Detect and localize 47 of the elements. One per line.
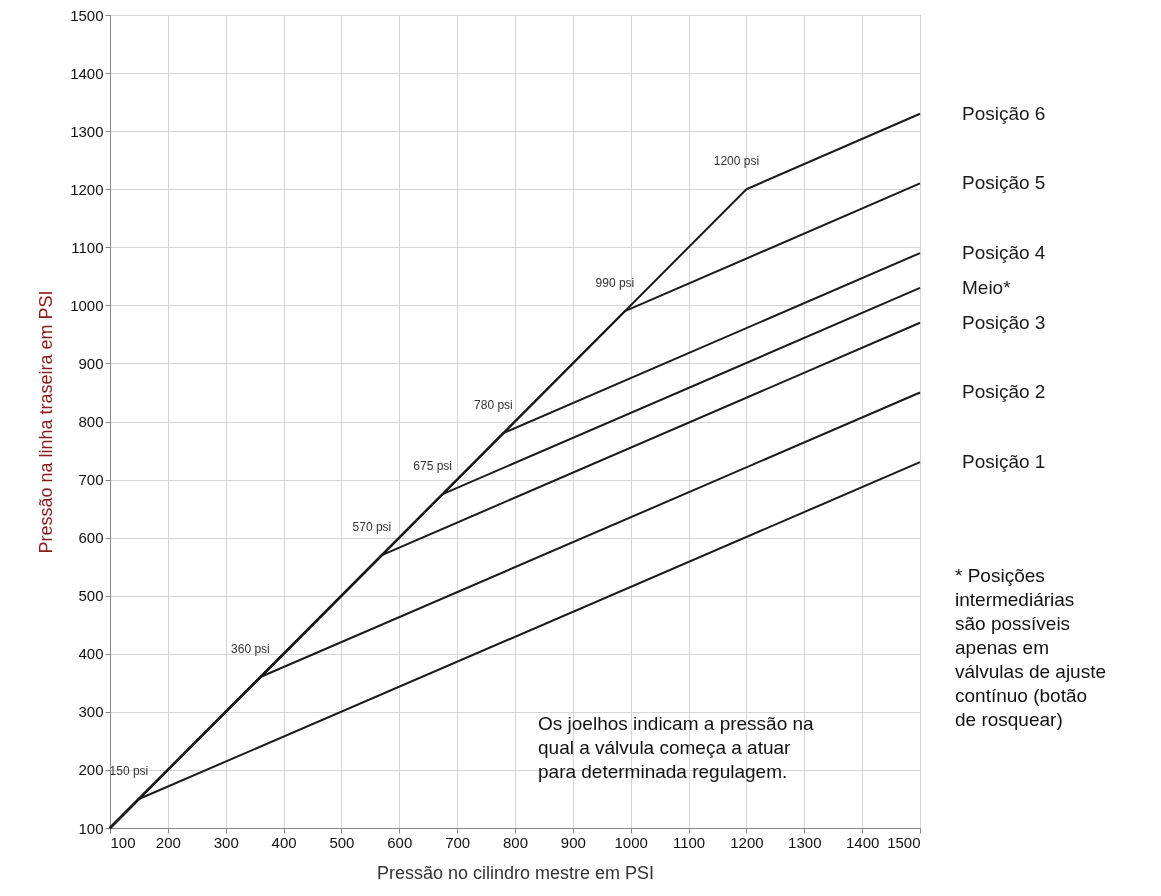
y-tick-label: 1500 <box>70 6 104 24</box>
text: Posição 4 <box>962 242 1046 264</box>
annotation: 570 psi <box>352 520 392 535</box>
x-tick-label: 1300 <box>788 833 822 851</box>
x-tick-label: 300 <box>213 833 239 851</box>
y-tick-label: 1000 <box>70 296 104 314</box>
y-tick-label: 1200 <box>70 180 104 198</box>
text: Posição 5 <box>962 172 1046 194</box>
annotation: 1200 psi <box>713 154 760 169</box>
y-tick-label: 500 <box>78 587 104 605</box>
x-tick-label: 400 <box>271 833 297 851</box>
text: Posição 3 <box>962 311 1046 333</box>
x-tick-label: 800 <box>502 833 529 851</box>
y-tick-label: 800 <box>78 413 104 430</box>
y-tick-label: 900 <box>78 354 104 372</box>
y-tick-label: 1300 <box>70 122 104 140</box>
x-tick-label: 700 <box>445 833 471 851</box>
y-tick-label: 700 <box>78 471 104 489</box>
annotation: 990 psi <box>595 276 635 291</box>
x-tick-label: 1200 <box>730 833 764 851</box>
x-tick-label: 500 <box>329 833 355 851</box>
x-tick-label: 1000 <box>614 833 648 851</box>
y-tick-label: 600 <box>78 529 104 547</box>
x-tick-label: 1500 <box>887 833 921 851</box>
text: * Posições intermediárias são possíveis apenas em válvulas de ajuste contínuo (botão de rosquear) <box>955 565 1107 730</box>
annotation: 780 psi <box>474 398 513 413</box>
annotation: 360 psi <box>231 642 270 657</box>
y-tick-label: 1400 <box>70 64 104 82</box>
x-tick-label: 1400 <box>845 833 880 851</box>
x-tick-label: 900 <box>560 833 586 851</box>
y-tick-label: 1100 <box>71 238 104 256</box>
text: Posição 6 <box>962 102 1046 124</box>
text: Meio* <box>962 276 1012 298</box>
annotation: 675 psi <box>413 459 453 474</box>
x-tick-label: 1100 <box>672 833 706 851</box>
y-tick-label: 400 <box>78 645 104 663</box>
y-tick-label: 200 <box>78 761 104 779</box>
x-tick-label: 600 <box>387 833 413 851</box>
annotation: Os joelhos indicam a pressão na qual a válvula começa a atuar para determinada regulagem. <box>538 713 815 782</box>
y-axis-title: Pressão na linha traseira em PSI <box>36 290 57 554</box>
y-tick-label: 300 <box>78 703 104 721</box>
y-tick-label: 100 <box>78 819 104 837</box>
x-tick-label: 200 <box>155 833 181 851</box>
text: Posição 2 <box>962 381 1046 403</box>
x-tick-label: 100 <box>110 833 136 851</box>
x-axis-title: Pressão no cilindro mestre em PSI <box>376 862 655 883</box>
text: Posição 1 <box>962 451 1046 473</box>
